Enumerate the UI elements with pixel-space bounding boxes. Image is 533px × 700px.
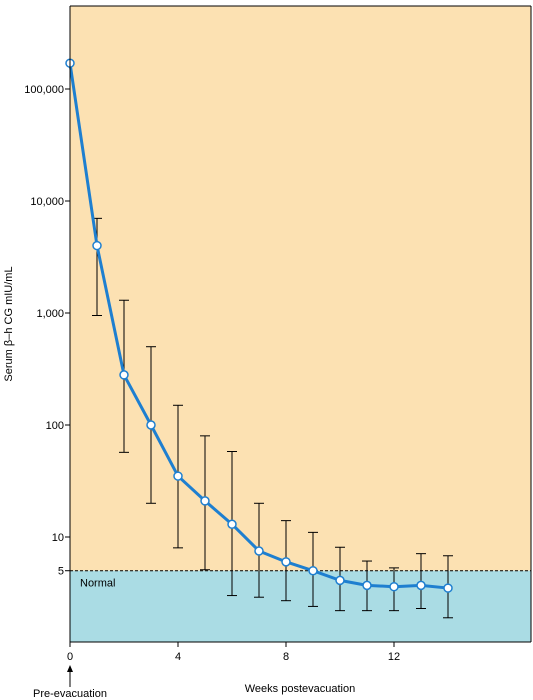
data-point	[119, 370, 129, 380]
y-tick-label: 10	[52, 532, 64, 544]
data-points	[65, 58, 453, 593]
data-point	[281, 557, 291, 567]
pre-evacuation-arrow	[67, 665, 73, 687]
data-point	[200, 496, 210, 506]
x-tick-label: 8	[283, 651, 289, 663]
above-normal-region	[70, 6, 531, 571]
y-tick-label: 100,000	[24, 84, 64, 96]
data-point	[308, 565, 318, 576]
x-tick-label: 12	[388, 651, 400, 663]
x-tick-label: 4	[175, 651, 181, 663]
y-tick-label: 1,000	[36, 308, 64, 320]
pre-evacuation-label: Pre-evacuation	[33, 688, 107, 700]
data-point	[146, 420, 156, 430]
data-point	[92, 240, 102, 251]
data-point	[416, 580, 426, 591]
y-tick-label: 100	[46, 420, 64, 432]
data-point	[254, 546, 264, 556]
data-point	[173, 471, 183, 481]
axes	[69, 5, 532, 643]
data-point	[362, 580, 372, 591]
data-point	[443, 583, 453, 593]
data-point	[389, 581, 399, 592]
normal-label: Normal	[80, 578, 115, 590]
y-axis-title: Serum β–h CG mIU/mL	[3, 266, 15, 381]
x-tick-label: 0	[67, 651, 73, 663]
x-ticks: 0 4 8 12	[67, 642, 400, 663]
x-axis-title: Weeks postevacuation	[245, 683, 355, 695]
data-point	[335, 575, 345, 586]
normal-region	[70, 570, 531, 642]
data-point	[227, 519, 237, 529]
y-tick-label: 5	[58, 566, 64, 578]
y-tick-label: 10,000	[30, 196, 64, 208]
